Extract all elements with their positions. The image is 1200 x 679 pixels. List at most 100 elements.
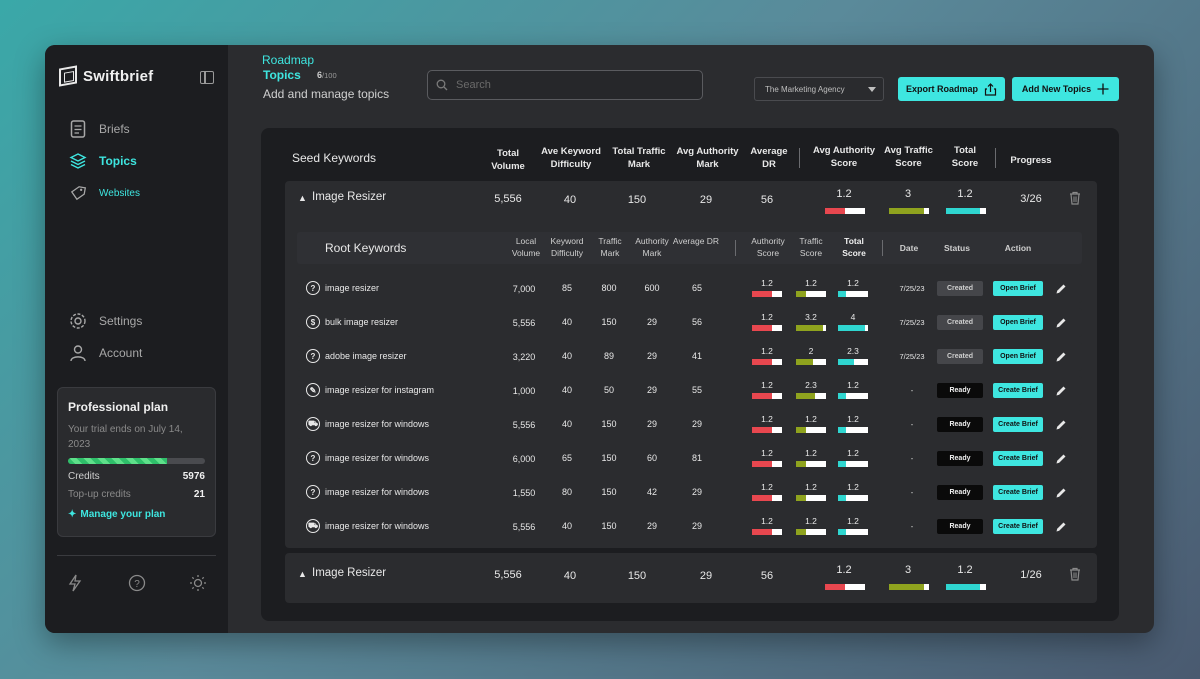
cell-volume: 1,000 [512,386,536,396]
cell-dr: 65 [691,283,702,293]
manage-plan-label: Manage your plan [80,509,166,520]
cell-traffic-score: 1.2 [805,278,817,288]
keyword-text: image resizer for windows [325,419,430,429]
keyword-intent-icon: $ [306,315,320,329]
topic-name[interactable]: Image Resizer [312,191,387,203]
create-brief-button[interactable]: Create Brief [993,519,1043,534]
cell-date: 7/25/23 [899,352,925,361]
col-total-score: Total Score [951,145,979,169]
create-brief-button[interactable]: Create Brief [993,485,1043,500]
table-row[interactable]: ⛟ image resizer for windows 5,556 40 150 29 29… [297,512,1082,541]
manage-plan-link[interactable]: ✦ Manage your plan [68,509,205,520]
topic-row[interactable] [285,553,1097,603]
cell-difficulty: 80 [561,487,572,497]
credits-value: 5976 [182,471,205,482]
root-keywords-header: Root Keywords Local Volume Keyword Diffi… [297,232,1082,264]
traffic-score-bar [796,529,826,535]
authority-score-bar [825,208,865,214]
authority-score-bar-fill [825,584,845,590]
expand-triangle-icon[interactable]: ▲ [298,193,307,203]
cell-difficulty: 40 [561,351,572,361]
cell-volume: 1,550 [512,488,536,498]
cell-volume: 5,556 [512,318,536,328]
edit-pencil-icon[interactable] [1055,520,1067,532]
topup-value: 21 [193,489,205,500]
trash-icon[interactable] [1069,567,1081,586]
edit-pencil-icon[interactable] [1055,486,1067,498]
cell-traffic-score: 2 [808,346,814,356]
sidebar-bottom-icons: ? [65,573,208,593]
cell-dr: 55 [691,385,702,395]
table-row[interactable]: $ bulk image resizer 5,556 40 150 29 56 1.2 3.2 4… [297,308,1082,337]
sidebar-item-briefs[interactable]: Briefs [69,120,130,138]
table-row[interactable]: ⛟ image resizer for windows 5,556 40 150 29 29… [297,410,1082,439]
table-row[interactable]: ? adobe image resizer 3,220 40 89 29 41 1.2 2 2.3… [297,342,1082,371]
sidebar-item-label: Settings [99,314,143,328]
export-roadmap-button[interactable]: Export Roadmap [898,77,1005,101]
create-brief-button[interactable]: Create Brief [993,451,1043,466]
collapse-sidebar-icon[interactable] [200,71,214,84]
create-brief-button[interactable]: Create Brief [993,383,1043,398]
topic-name[interactable]: Image Resizer [312,567,387,579]
cell-authority: 29 [646,385,657,395]
cell-traffic: 150 [601,317,617,327]
traffic-score-bar [796,359,826,365]
edit-pencil-icon[interactable] [1055,282,1067,294]
sidebar-divider [57,555,216,556]
cell-difficulty: 40 [561,317,572,327]
breadcrumb[interactable]: Roadmap [262,53,315,67]
total-score-bar-fill [838,495,847,501]
cell-date: - [910,522,914,531]
col-total-volume: Total Volume [491,148,525,172]
table-row[interactable]: ✎ image resizer for instagram 1,000 40 50 29 5… [297,376,1082,405]
topic-total-score: 1.2 [957,564,973,576]
agency-select[interactable]: The Marketing Agency [754,77,884,101]
edit-pencil-icon[interactable] [1055,418,1067,430]
open-brief-button[interactable]: Open Brief [993,349,1043,364]
sidebar: Swiftbrief Briefs Topics Websites Sett [45,45,228,633]
edit-pencil-icon[interactable] [1055,316,1067,328]
sidebar-item-settings[interactable]: Settings [69,312,142,330]
cell-traffic: 800 [601,283,617,293]
table-row[interactable]: ? image resizer for windows 6,000 65 150 60 81… [297,444,1082,473]
sidebar-item-account[interactable]: Account [69,344,142,362]
total-score-bar-fill [946,584,981,590]
total-score-bar-fill [838,291,847,297]
total-score-bar [838,393,868,399]
root-keywords-title: Root Keywords [325,241,407,255]
expand-triangle-icon[interactable]: ▲ [298,569,307,579]
help-icon[interactable]: ? [127,573,147,593]
col-action: Action [1004,243,1032,253]
edit-pencil-icon[interactable] [1055,350,1067,362]
sun-icon[interactable] [188,573,208,593]
search-input[interactable] [456,79,676,91]
search-box[interactable] [427,70,703,100]
open-brief-button[interactable]: Open Brief [993,315,1043,330]
cell-difficulty: 40 [561,385,572,395]
open-brief-button[interactable]: Open Brief [993,281,1043,296]
trash-icon[interactable] [1069,191,1081,210]
cell-total-score: 4 [850,312,856,322]
edit-pencil-icon[interactable] [1055,384,1067,396]
lightning-icon[interactable] [65,573,85,593]
traffic-score-bar-fill [796,325,823,331]
sidebar-item-websites[interactable]: Websites [69,184,140,202]
keyword-text: image resizer for windows [325,521,430,531]
sidebar-item-topics[interactable]: Topics [69,152,137,170]
table-row[interactable]: ? image resizer 7,000 85 800 600 65 1.2 1.2 1.2 7/… [297,274,1082,303]
authority-score-bar [752,495,782,501]
authority-score-bar-fill [825,208,845,214]
page-subtitle: Add and manage topics [263,87,390,101]
sparkle-icon: ✦ [68,509,77,520]
traffic-score-bar [796,461,826,467]
table-row[interactable]: ? image resizer for windows 1,550 80 150 42 29… [297,478,1082,507]
create-brief-button[interactable]: Create Brief [993,417,1043,432]
topic-progress: 1/26 [1020,569,1042,581]
topic-authority-score: 1.2 [836,564,852,576]
cell-traffic: 150 [601,453,617,463]
add-new-topics-button[interactable]: Add New Topics [1012,77,1119,101]
add-new-topics-label: Add New Topics [1021,84,1092,94]
cell-traffic-score: 3.2 [805,312,817,322]
share-icon [984,82,997,96]
edit-pencil-icon[interactable] [1055,452,1067,464]
